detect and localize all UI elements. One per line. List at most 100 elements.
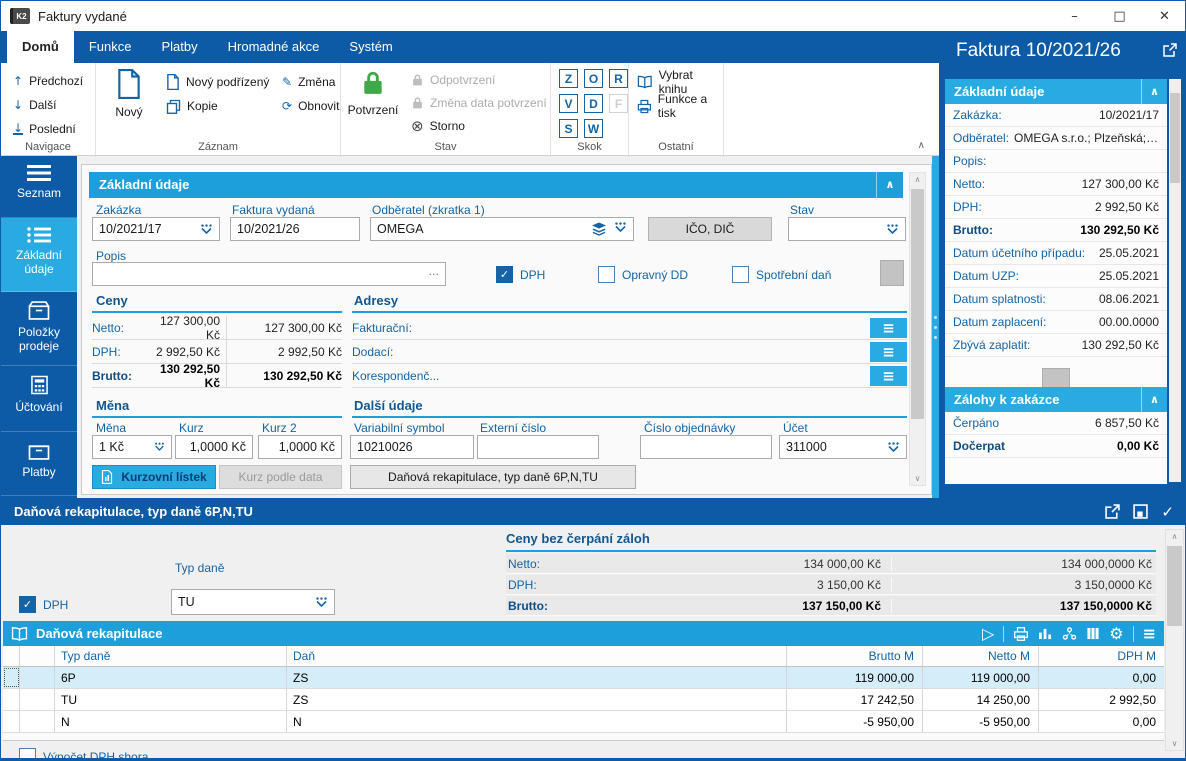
checkbox-unchecked[interactable] <box>19 748 36 758</box>
vypocet-dph-checkbox[interactable]: Výpočet DPH shora <box>19 748 148 758</box>
kurz2-input[interactable]: 1,0000 Kč <box>258 435 342 459</box>
run-icon[interactable]: ▷ <box>981 624 995 643</box>
group-icon[interactable] <box>1062 627 1077 640</box>
mena-combo[interactable]: 1 Kč <box>92 435 172 459</box>
danova-rekapitulace-button[interactable]: Daňová rekapitulace, typ daně 6P,N,TU <box>350 465 636 489</box>
table-menu-icon[interactable]: ≡ <box>1142 624 1156 643</box>
row-marker[interactable] <box>3 689 20 710</box>
col-typ-dane[interactable]: Typ daně <box>55 646 287 666</box>
scroll-thumb[interactable] <box>1170 93 1180 183</box>
col-netto-m[interactable]: Netto M <box>923 646 1039 666</box>
checkbox-unchecked[interactable] <box>732 266 749 283</box>
table-row[interactable]: N N -5 950,00 -5 950,00 0,00 <box>3 711 1164 733</box>
cancel-record-button[interactable]: ⊗ Storno <box>411 115 465 137</box>
more-ellipsis-icon[interactable]: ··· <box>428 267 440 281</box>
refresh-button[interactable]: ⟳ Obnovit <box>282 95 339 117</box>
dropdown-icon[interactable] <box>315 596 328 608</box>
typ-dane-combo[interactable]: TU <box>171 589 335 615</box>
jump-r-button[interactable]: R <box>609 69 628 88</box>
scroll-thumb[interactable] <box>1167 546 1182 626</box>
edit-button[interactable]: ✎ Změna <box>282 71 335 93</box>
collapse-chevron-icon[interactable]: ∧ <box>1141 387 1167 412</box>
spotrebni-dan-checkbox[interactable]: Spotřební daň <box>732 266 831 283</box>
popout-icon[interactable] <box>1105 504 1121 519</box>
scroll-down-icon[interactable]: ∨ <box>1171 739 1178 748</box>
minimize-button[interactable]: – <box>1071 8 1078 24</box>
select-book-button[interactable]: Vybrat knihu <box>637 68 723 96</box>
preview-zalohy-header[interactable]: Zálohy k zakázce ∧ <box>945 387 1167 412</box>
form-scrollbar[interactable]: ∧ ∨ <box>909 172 926 486</box>
tab-funkce[interactable]: Funkce <box>88 39 132 54</box>
popout-icon[interactable] <box>1163 43 1177 62</box>
printer-icon[interactable] <box>1013 626 1029 641</box>
tab-domu[interactable]: Domů <box>7 31 74 63</box>
kurz-input[interactable]: 1,0000 Kč <box>175 435 253 459</box>
dropdown-icon[interactable] <box>614 222 627 233</box>
dropdown-icon[interactable] <box>200 223 213 235</box>
new-child-button[interactable]: Nový podřízený <box>166 71 269 93</box>
vs-input[interactable]: 10210026 <box>350 435 474 459</box>
sidebar-item-uctovani[interactable]: Účtování <box>1 366 77 432</box>
functions-print-button[interactable]: Funkce a tisk <box>637 92 723 120</box>
confirm-check-icon[interactable]: ✓ <box>1161 502 1174 521</box>
checkbox-checked-icon[interactable]: ✓ <box>496 266 513 283</box>
address-menu-button[interactable]: ≡ <box>870 365 907 386</box>
collapse-chevron-icon[interactable]: ∧ <box>876 172 903 198</box>
cislo-objednavky-input[interactable] <box>640 435 772 459</box>
sidebar-item-zakladni-udaje[interactable]: Základní údaje <box>1 218 77 292</box>
tab-platby[interactable]: Platby <box>161 39 198 54</box>
copy-button[interactable]: Kopie <box>166 95 218 117</box>
zakazka-combo[interactable]: 10/2021/17 <box>92 217 220 241</box>
popis-input[interactable]: ··· <box>92 262 446 286</box>
scroll-up-icon[interactable]: ∧ <box>1171 532 1178 541</box>
maximize-button[interactable]: □ <box>1113 8 1126 24</box>
confirm-button[interactable]: Potvrzení <box>346 67 400 131</box>
next-record-button[interactable]: ↓ Další <box>13 94 56 116</box>
row-marker[interactable] <box>3 711 20 732</box>
tab-hromadne-akce[interactable]: Hromadné akce <box>227 39 320 54</box>
col-dph-m[interactable]: DPH M <box>1117 649 1156 663</box>
dph-checkbox[interactable]: ✓ DPH <box>496 266 545 283</box>
bottom-dph-checkbox[interactable]: ✓ DPH <box>19 596 68 613</box>
checkbox-checked-icon[interactable]: ✓ <box>19 596 36 613</box>
dropdown-icon[interactable] <box>886 223 899 235</box>
stav-combo[interactable] <box>788 217 906 241</box>
previous-record-button[interactable]: ↑ Předchozí <box>13 70 83 92</box>
kurzovni-listek-button[interactable]: Kurzovní lístek <box>92 465 216 489</box>
chart-icon[interactable] <box>1038 627 1053 640</box>
address-menu-button[interactable]: ≡ <box>870 317 907 338</box>
odberatel-combo[interactable]: OMEGA <box>370 217 634 241</box>
ribbon-collapse-chevron[interactable]: ∧ <box>917 140 925 151</box>
collapse-chevron-icon[interactable]: ∧ <box>1141 79 1167 104</box>
vertical-splitter[interactable] <box>932 156 939 498</box>
jump-d-button[interactable]: D <box>584 94 603 113</box>
scroll-thumb[interactable] <box>911 189 924 419</box>
ucet-combo[interactable]: 311000 <box>779 435 907 459</box>
bottom-panel-scrollbar[interactable]: ∧ ∨ <box>1165 529 1184 751</box>
sidebar-item-polozky-prodeje[interactable]: Položky prodeje <box>1 292 77 366</box>
table-row[interactable]: 6P ZS 119 000,00 119 000,00 0,00 <box>3 667 1164 689</box>
dropdown-icon[interactable] <box>154 442 165 452</box>
jump-z-button[interactable]: Z <box>559 69 578 88</box>
row-marker[interactable] <box>3 667 20 688</box>
table-row[interactable]: TU ZS 17 242,50 14 250,00 2 992,50 <box>3 689 1164 711</box>
jump-v-button[interactable]: V <box>559 94 578 113</box>
externi-cislo-input[interactable] <box>477 435 599 459</box>
scroll-down-icon[interactable]: ∨ <box>914 474 921 483</box>
dock-icon[interactable] <box>1133 504 1149 519</box>
dropdown-icon[interactable] <box>887 441 900 453</box>
jump-o-button[interactable]: O <box>584 69 603 88</box>
layers-icon[interactable] <box>591 222 607 236</box>
faktura-input[interactable]: 10/2021/26 <box>230 217 360 241</box>
close-button[interactable]: ✕ <box>1159 8 1170 24</box>
tab-system[interactable]: Systém <box>349 39 393 54</box>
jump-w-button[interactable]: W <box>584 119 603 138</box>
new-record-button[interactable]: Nový <box>102 67 156 131</box>
checkbox-unchecked[interactable] <box>598 266 615 283</box>
address-menu-button[interactable]: ≡ <box>870 341 907 362</box>
last-record-button[interactable]: ↓ Poslední <box>13 118 76 140</box>
sidebar-item-platby[interactable]: Platby <box>1 432 77 496</box>
sidebar-item-seznam[interactable]: Seznam <box>1 156 77 218</box>
settings-gear-icon[interactable]: ⚙ <box>1109 624 1124 643</box>
scroll-up-icon[interactable]: ∧ <box>914 175 921 184</box>
